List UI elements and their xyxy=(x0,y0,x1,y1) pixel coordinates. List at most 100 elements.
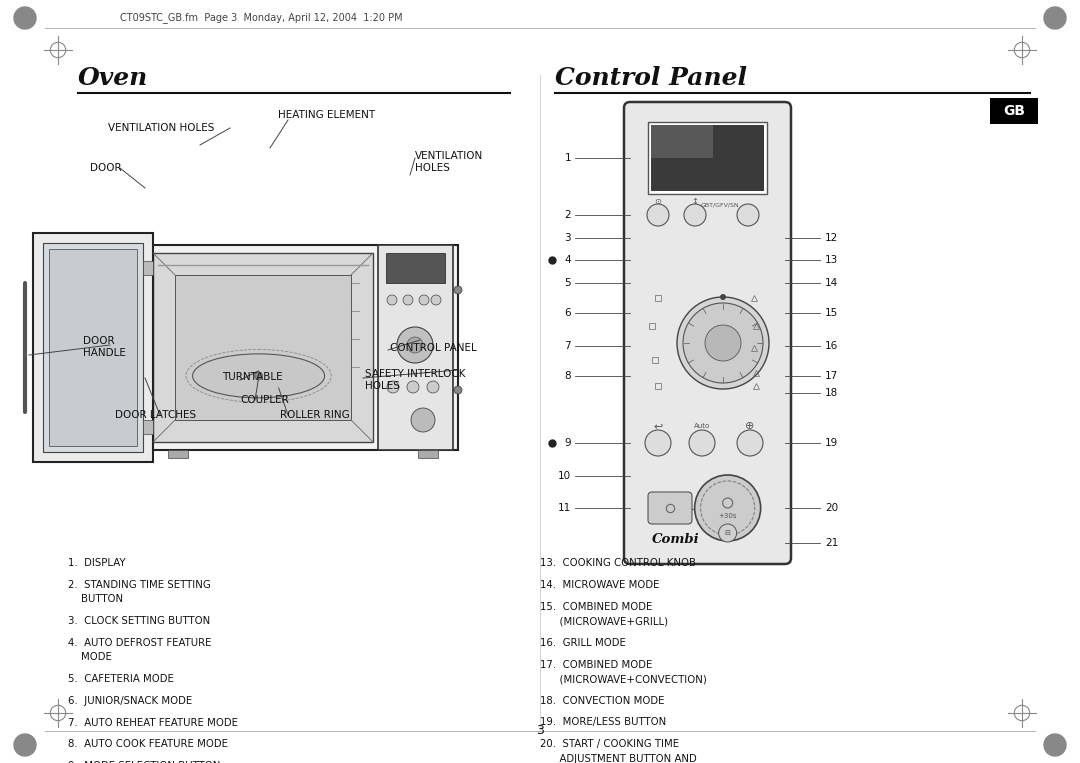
Text: 5.  CAFETERIA MODE: 5. CAFETERIA MODE xyxy=(68,674,174,684)
Circle shape xyxy=(411,408,435,432)
Text: ↕: ↕ xyxy=(691,197,699,205)
Circle shape xyxy=(677,297,769,389)
Bar xyxy=(386,253,445,283)
Text: 13.  COOKING CONTROL KNOB: 13. COOKING CONTROL KNOB xyxy=(540,558,696,568)
Bar xyxy=(648,122,767,194)
Text: Oven: Oven xyxy=(78,66,148,90)
Circle shape xyxy=(647,204,669,226)
Text: 14: 14 xyxy=(825,278,838,288)
Text: 7: 7 xyxy=(565,341,571,351)
Text: GBT/GFV/SN: GBT/GFV/SN xyxy=(701,202,740,208)
Text: MODE: MODE xyxy=(68,652,112,662)
Circle shape xyxy=(14,7,36,29)
Circle shape xyxy=(694,475,760,541)
Text: 17.  COMBINED MODE: 17. COMBINED MODE xyxy=(540,659,652,669)
Bar xyxy=(651,125,764,191)
Bar xyxy=(651,125,713,158)
Text: 1: 1 xyxy=(565,153,571,163)
Circle shape xyxy=(255,372,262,380)
Bar xyxy=(43,243,143,452)
Text: CONTROL PANEL: CONTROL PANEL xyxy=(390,343,476,353)
Bar xyxy=(33,233,153,462)
Text: 3: 3 xyxy=(536,725,544,738)
Circle shape xyxy=(427,381,438,393)
Circle shape xyxy=(737,204,759,226)
Text: Control Panel: Control Panel xyxy=(555,66,747,90)
Circle shape xyxy=(720,294,726,300)
Bar xyxy=(168,450,188,458)
Circle shape xyxy=(454,386,462,394)
Bar xyxy=(175,275,351,420)
Text: COUPLER: COUPLER xyxy=(240,395,288,405)
Text: 18.  CONVECTION MODE: 18. CONVECTION MODE xyxy=(540,696,664,706)
Text: (MICROWAVE+CONVECTION): (MICROWAVE+CONVECTION) xyxy=(540,674,707,684)
Text: ⊙: ⊙ xyxy=(654,197,661,205)
Text: Auto: Auto xyxy=(693,423,711,429)
Circle shape xyxy=(689,430,715,456)
Text: 19: 19 xyxy=(825,438,838,448)
Bar xyxy=(153,253,373,442)
Text: 20.  START / COOKING TIME: 20. START / COOKING TIME xyxy=(540,739,679,749)
Text: 4.  AUTO DEFROST FEATURE: 4. AUTO DEFROST FEATURE xyxy=(68,638,212,648)
Text: 9.  MODE SELECTION BUTTON: 9. MODE SELECTION BUTTON xyxy=(68,761,220,763)
Text: 9: 9 xyxy=(565,438,571,448)
Text: 1.  DISPLAY: 1. DISPLAY xyxy=(68,558,125,568)
Circle shape xyxy=(387,381,399,393)
Text: 12: 12 xyxy=(825,233,838,243)
Text: GB: GB xyxy=(1003,104,1025,118)
Text: 19.  MORE/LESS BUTTON: 19. MORE/LESS BUTTON xyxy=(540,717,666,727)
Circle shape xyxy=(718,524,737,542)
Bar xyxy=(143,261,153,275)
Text: TURNTABLE: TURNTABLE xyxy=(222,372,283,382)
Circle shape xyxy=(14,734,36,756)
Text: 8: 8 xyxy=(565,371,571,381)
Text: 5: 5 xyxy=(565,278,571,288)
Text: DOOR
HANDLE: DOOR HANDLE xyxy=(83,336,126,358)
Text: (MICROWAVE+GRILL): (MICROWAVE+GRILL) xyxy=(540,616,669,626)
Circle shape xyxy=(684,204,706,226)
Circle shape xyxy=(645,430,671,456)
Text: ↩: ↩ xyxy=(653,421,663,431)
Text: SAFETY INTERLOCK
HOLES: SAFETY INTERLOCK HOLES xyxy=(365,369,465,391)
Text: 6: 6 xyxy=(565,308,571,318)
Text: 11: 11 xyxy=(557,503,571,513)
Circle shape xyxy=(387,295,397,305)
Text: 2.  STANDING TIME SETTING: 2. STANDING TIME SETTING xyxy=(68,580,211,590)
Text: +30s: +30s xyxy=(718,513,737,519)
Text: Combi: Combi xyxy=(652,533,700,546)
Text: VENTILATION
HOLES: VENTILATION HOLES xyxy=(415,151,483,172)
Text: 16: 16 xyxy=(825,341,838,351)
Circle shape xyxy=(403,295,413,305)
Circle shape xyxy=(737,430,762,456)
Text: CT09STC_GB.fm  Page 3  Monday, April 12, 2004  1:20 PM: CT09STC_GB.fm Page 3 Monday, April 12, 2… xyxy=(120,12,403,24)
Circle shape xyxy=(431,295,441,305)
Text: DOOR LATCHES: DOOR LATCHES xyxy=(114,410,197,420)
Text: 16.  GRILL MODE: 16. GRILL MODE xyxy=(540,638,626,648)
Circle shape xyxy=(397,327,433,363)
Text: BUTTON: BUTTON xyxy=(68,594,123,604)
Text: HEATING ELEMENT: HEATING ELEMENT xyxy=(278,110,375,120)
Text: 8.  AUTO COOK FEATURE MODE: 8. AUTO COOK FEATURE MODE xyxy=(68,739,228,749)
Text: 3.  CLOCK SETTING BUTTON: 3. CLOCK SETTING BUTTON xyxy=(68,616,211,626)
Text: 17: 17 xyxy=(825,371,838,381)
Bar xyxy=(418,450,438,458)
Text: 10: 10 xyxy=(558,471,571,481)
Text: 2: 2 xyxy=(565,210,571,220)
Bar xyxy=(49,249,137,446)
FancyBboxPatch shape xyxy=(648,492,692,524)
Text: 7.  AUTO REHEAT FEATURE MODE: 7. AUTO REHEAT FEATURE MODE xyxy=(68,717,238,727)
Text: 15.  COMBINED MODE: 15. COMBINED MODE xyxy=(540,601,652,611)
Text: DOOR: DOOR xyxy=(90,163,122,173)
Text: ADJUSTMENT BUTTON AND: ADJUSTMENT BUTTON AND xyxy=(540,754,697,763)
Text: 14.  MICROWAVE MODE: 14. MICROWAVE MODE xyxy=(540,580,660,590)
FancyBboxPatch shape xyxy=(624,102,791,564)
Circle shape xyxy=(419,295,429,305)
Text: 4: 4 xyxy=(565,255,571,265)
Circle shape xyxy=(705,325,741,361)
Text: 20: 20 xyxy=(825,503,838,513)
Ellipse shape xyxy=(192,354,325,398)
Text: 21: 21 xyxy=(825,538,838,548)
FancyBboxPatch shape xyxy=(990,98,1038,124)
Circle shape xyxy=(407,337,423,353)
Circle shape xyxy=(407,381,419,393)
